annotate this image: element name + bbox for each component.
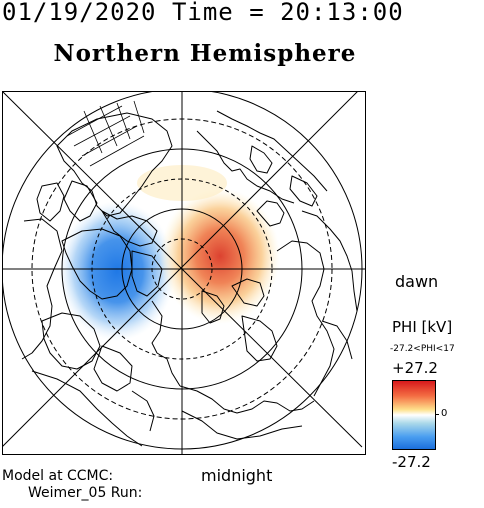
positive-potential-cell <box>160 188 280 324</box>
colorbar-max-label: +27.2 <box>392 359 438 377</box>
colorbar-min-label: -27.2 <box>392 453 431 471</box>
colorbar-title: PHI [kV] <box>392 318 453 336</box>
hemisphere-title: Northern Hemisphere <box>53 40 357 67</box>
coastlines <box>21 110 358 447</box>
colorbar-zero-tick <box>435 414 439 415</box>
polar-map <box>2 91 366 455</box>
datetime-header: 01/19/2020 Time = 20:13:00 <box>2 0 404 26</box>
graticule-lines <box>66 100 145 167</box>
map-frame <box>2 91 366 455</box>
colorbar-range: -27.2<PHI<17 <box>390 344 455 354</box>
model-label: Model at CCMC: <box>2 468 114 484</box>
midnight-label: midnight <box>201 466 273 485</box>
negative-potential-cell <box>59 201 175 341</box>
colorbar <box>392 380 436 450</box>
meridian-grid <box>2 91 366 455</box>
colorbar-zero-label: 0 <box>441 408 448 419</box>
dawn-label: dawn <box>395 272 439 291</box>
run-label: Weimer_05 Run: <box>28 485 143 501</box>
